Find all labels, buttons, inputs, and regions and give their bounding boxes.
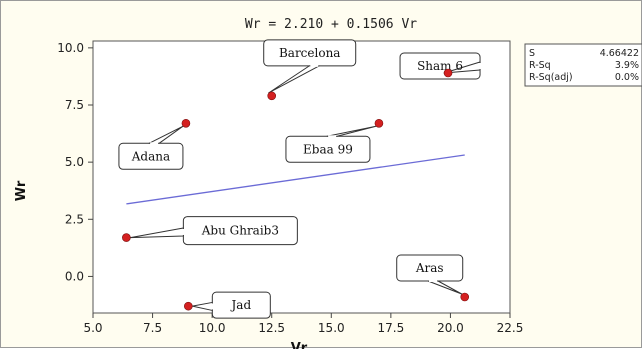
- point-label: Abu Ghraib3: [201, 224, 279, 238]
- y-tick-label: 10.0: [57, 41, 84, 55]
- point-label: Barcelona: [279, 46, 340, 60]
- data-point: [267, 91, 277, 101]
- callout: Abu Ghraib3: [129, 216, 298, 246]
- data-point: [460, 292, 470, 302]
- stats-box: S 4.66422 R-Sq 3.9% R-Sq(adj) 0.0%: [524, 43, 642, 87]
- data-point: [122, 233, 131, 242]
- callout: Aras: [396, 254, 464, 295]
- point-label: Adana: [131, 149, 170, 163]
- callout: Adana: [118, 125, 184, 170]
- x-tick-label: 10.0: [199, 321, 226, 335]
- y-tick-label: 7.5: [65, 98, 84, 112]
- data-point: [374, 118, 384, 128]
- point-label: Aras: [415, 261, 444, 275]
- fit-line-layer: [126, 154, 465, 205]
- point-label: Sham 6: [417, 59, 463, 73]
- tick-layer: 5.0 7.5 10.0 12.5 15.0 17.5 20.0 22.5 10.0 7.5 5.0…: [57, 41, 523, 335]
- stats-value: 0.0%: [615, 72, 639, 83]
- x-tick-label: 7.5: [143, 321, 162, 335]
- x-tick-label: 5.0: [83, 321, 102, 335]
- stats-label: R-Sq: [529, 60, 551, 71]
- x-tick-label: 15.0: [318, 321, 345, 335]
- stats-value: 4.66422: [600, 48, 639, 59]
- y-tick-label: 0.0: [65, 269, 84, 283]
- regression-line: [126, 154, 465, 205]
- y-tick-label: 5.0: [65, 155, 84, 169]
- stats-value: 3.9%: [615, 60, 639, 71]
- callout: Jad: [191, 291, 271, 319]
- point-label: Jad: [229, 298, 251, 312]
- point-label: Ebaa 99: [303, 142, 353, 156]
- callout: Barcelona: [263, 39, 357, 94]
- x-tick-label: 20.0: [437, 321, 464, 335]
- data-point: [181, 118, 191, 128]
- y-axis-label: Wr: [14, 180, 29, 201]
- stats-label: S: [529, 48, 535, 59]
- y-tick-label: 2.5: [65, 212, 84, 226]
- callout: Ebaa 99: [285, 125, 377, 163]
- x-tick-label: 12.5: [258, 321, 285, 335]
- data-point: [184, 301, 193, 311]
- chart-title: Wr = 2.210 + 0.1506 Vr: [245, 17, 417, 32]
- point-layer: [122, 68, 470, 311]
- stats-label: R-Sq(adj): [529, 72, 573, 83]
- x-tick-label: 17.5: [377, 321, 404, 335]
- stats-frame: [524, 43, 642, 87]
- callout-layer: Barcelona Sham 6 Adana Ebaa 99 Abu Ghraib3 Ar…: [118, 39, 482, 319]
- x-axis-label: Vr: [291, 341, 308, 349]
- x-tick-label: 22.5: [497, 321, 524, 335]
- data-point: [443, 68, 453, 78]
- callout: Sham 6: [399, 52, 482, 80]
